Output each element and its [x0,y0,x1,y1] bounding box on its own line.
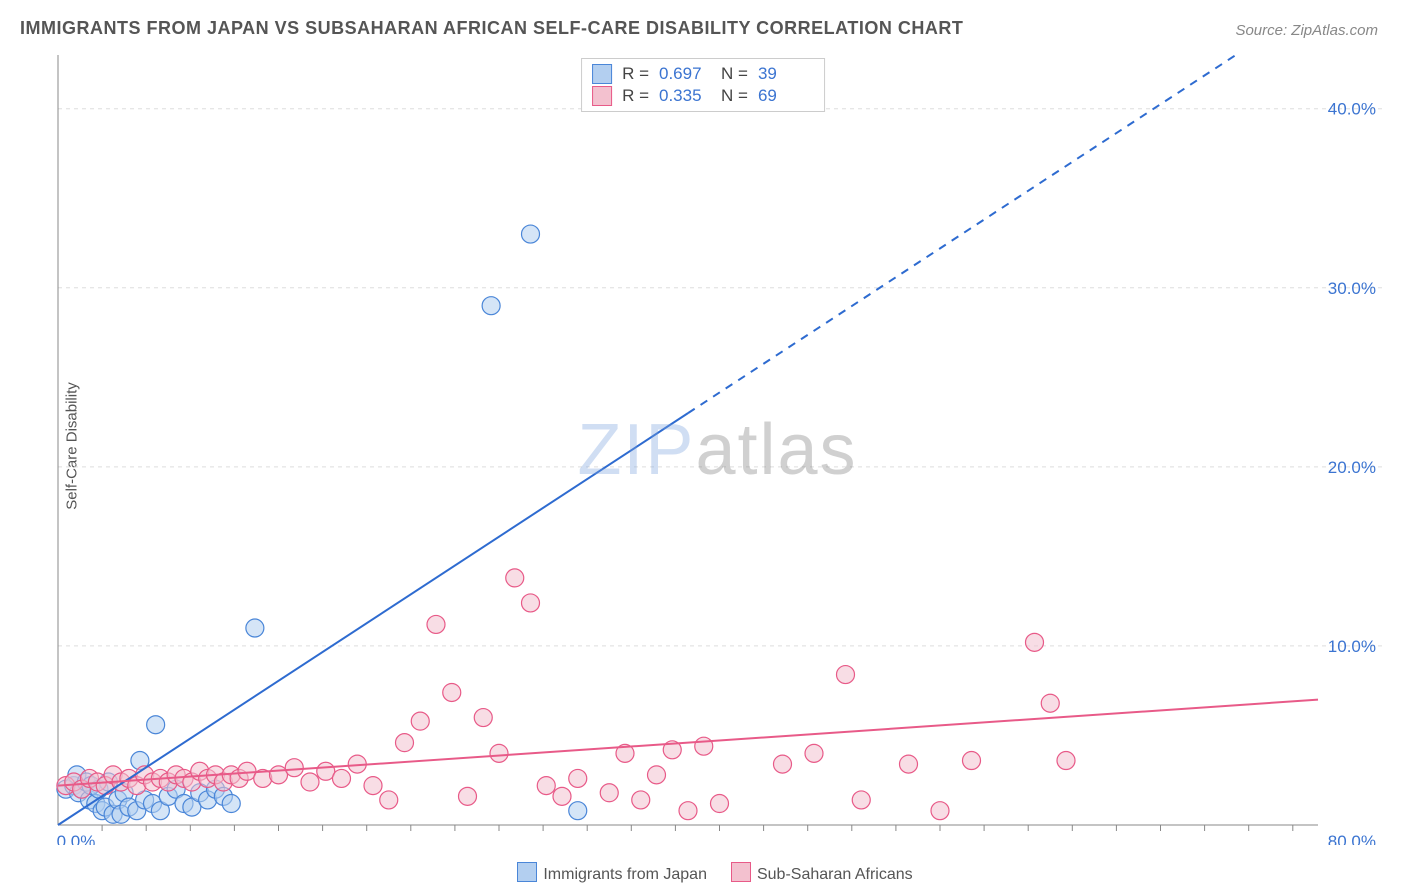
n-value: 39 [758,64,810,84]
legend-label: Sub-Saharan Africans [757,866,913,883]
stats-legend-row: R = 0.335 N = 69 [592,85,810,107]
svg-text:10.0%: 10.0% [1328,637,1376,656]
legend-swatch [592,86,612,106]
source-attribution: Source: ZipAtlas.com [1235,22,1378,39]
scatter-plot: 10.0%20.0%30.0%40.0%0.0%80.0% ZIPatlas [50,55,1385,845]
svg-text:20.0%: 20.0% [1328,458,1376,477]
svg-text:40.0%: 40.0% [1328,100,1376,119]
chart-title: IMMIGRANTS FROM JAPAN VS SUBSAHARAN AFRI… [20,18,963,39]
legend-swatch [592,64,612,84]
r-label: R = [622,64,649,84]
r-value: 0.697 [659,64,711,84]
n-label: N = [721,86,748,106]
plot-svg: 10.0% 20.0% 30.0% 40.0% 0.0% 80.0% [50,55,1385,845]
r-label: R = [622,86,649,106]
n-label: N = [721,64,748,84]
svg-text:80.0%: 80.0% [1328,832,1376,845]
r-value: 0.335 [659,86,711,106]
stats-legend: R = 0.697 N = 39 R = 0.335 N = 69 [581,58,825,112]
svg-text:0.0%: 0.0% [57,832,96,845]
legend-swatch [731,862,751,882]
stats-legend-row: R = 0.697 N = 39 [592,63,810,85]
svg-text:30.0%: 30.0% [1328,279,1376,298]
series-legend: Immigrants from Japan Sub-Saharan African… [0,862,1406,884]
n-value: 69 [758,86,810,106]
legend-label: Immigrants from Japan [543,866,707,883]
legend-swatch [517,862,537,882]
